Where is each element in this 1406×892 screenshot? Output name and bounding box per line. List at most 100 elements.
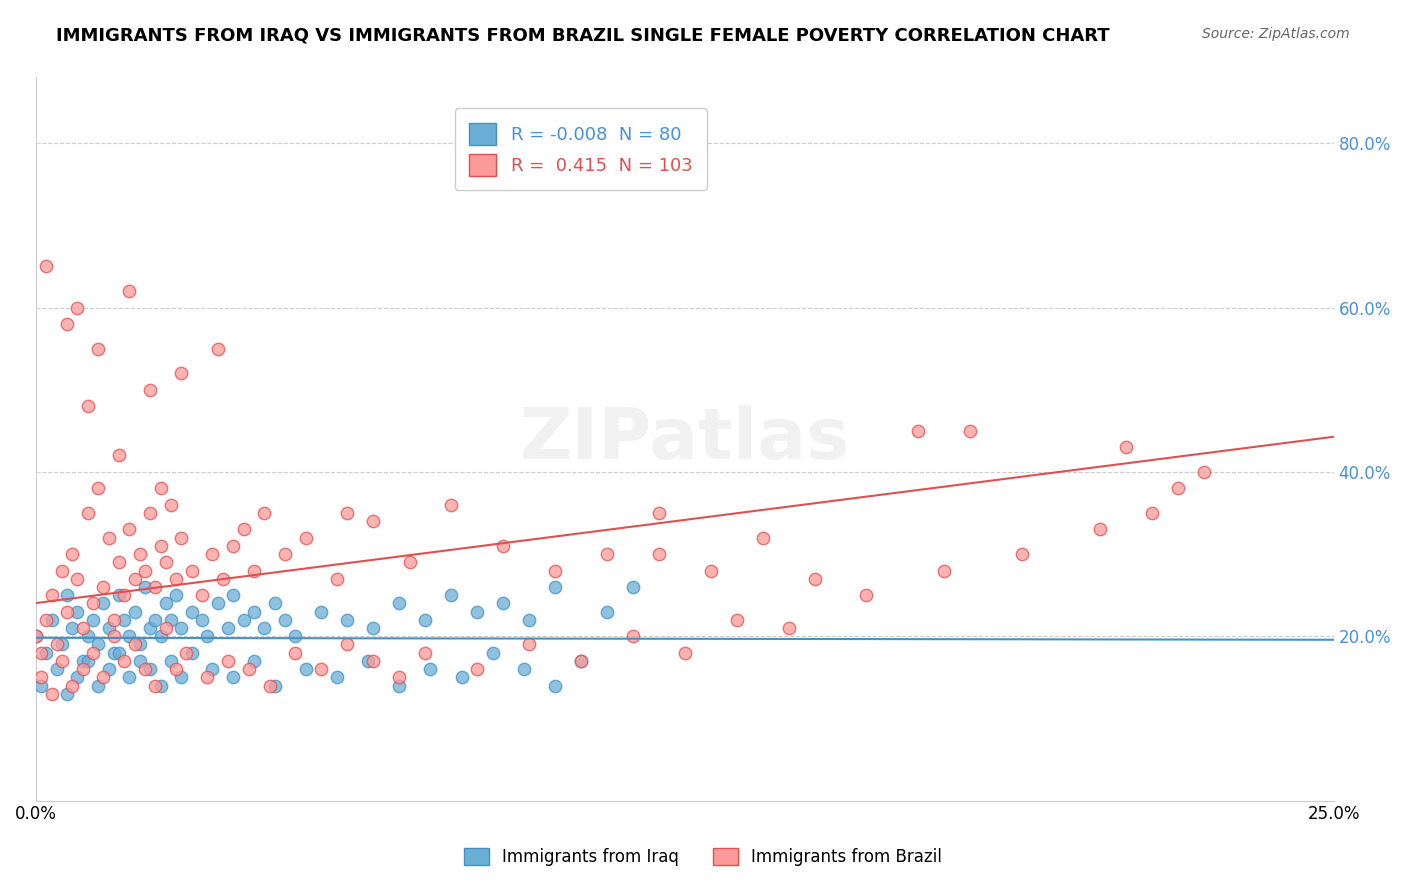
Immigrants from Iraq (253, 621, 276, 635)
Immigrants from Brazil (398, 555, 420, 569)
Immigrants from Iraq (56, 588, 79, 602)
Immigrants from Brazil (596, 547, 619, 561)
Immigrants from Brazil (1192, 465, 1215, 479)
Immigrants from Brazil (855, 588, 877, 602)
Immigrants from Brazil (336, 506, 359, 520)
Immigrants from Brazil (66, 572, 89, 586)
Immigrants from Brazil (30, 646, 52, 660)
Immigrants from Brazil (45, 638, 67, 652)
Immigrants from Brazil (60, 547, 83, 561)
Immigrants from Brazil (139, 506, 162, 520)
Immigrants from Brazil (93, 670, 115, 684)
Immigrants from Iraq (97, 621, 120, 635)
Immigrants from Iraq (45, 662, 67, 676)
Immigrants from Iraq (357, 654, 380, 668)
Immigrants from Iraq (66, 605, 89, 619)
Immigrants from Brazil (363, 654, 385, 668)
Immigrants from Iraq (97, 662, 120, 676)
Immigrants from Iraq (118, 629, 141, 643)
Immigrants from Brazil (222, 539, 245, 553)
Immigrants from Brazil (751, 531, 773, 545)
Legend: Immigrants from Iraq, Immigrants from Brazil: Immigrants from Iraq, Immigrants from Br… (456, 840, 950, 875)
Immigrants from Brazil (76, 506, 98, 520)
Immigrants from Brazil (170, 531, 193, 545)
Immigrants from Brazil (165, 572, 187, 586)
Immigrants from Iraq (155, 596, 177, 610)
Immigrants from Brazil (648, 506, 671, 520)
Immigrants from Brazil (155, 555, 177, 569)
Immigrants from Brazil (118, 523, 141, 537)
Immigrants from Brazil (238, 662, 260, 676)
Immigrants from Brazil (139, 383, 162, 397)
Immigrants from Brazil (128, 547, 150, 561)
Immigrants from Iraq (108, 646, 131, 660)
Immigrants from Brazil (465, 662, 488, 676)
Immigrants from Iraq (243, 605, 266, 619)
Immigrants from Brazil (195, 670, 218, 684)
Immigrants from Iraq (76, 654, 98, 668)
Immigrants from Iraq (222, 588, 245, 602)
Immigrants from Iraq (569, 654, 592, 668)
Immigrants from Brazil (60, 679, 83, 693)
Immigrants from Iraq (93, 596, 115, 610)
Immigrants from Iraq (82, 613, 104, 627)
Immigrants from Brazil (149, 481, 172, 495)
Text: IMMIGRANTS FROM IRAQ VS IMMIGRANTS FROM BRAZIL SINGLE FEMALE POVERTY CORRELATION: IMMIGRANTS FROM IRAQ VS IMMIGRANTS FROM … (56, 27, 1109, 45)
Immigrants from Iraq (124, 605, 146, 619)
Immigrants from Iraq (112, 613, 135, 627)
Immigrants from Iraq (66, 670, 89, 684)
Immigrants from Brazil (108, 449, 131, 463)
Immigrants from Brazil (112, 654, 135, 668)
Immigrants from Iraq (35, 646, 58, 660)
Immigrants from Iraq (492, 596, 515, 610)
Immigrants from Brazil (149, 539, 172, 553)
Immigrants from Iraq (165, 588, 187, 602)
Immigrants from Brazil (93, 580, 115, 594)
Immigrants from Iraq (336, 613, 359, 627)
Immigrants from Brazil (413, 646, 436, 660)
Immigrants from Brazil (201, 547, 224, 561)
Immigrants from Brazil (934, 564, 956, 578)
Immigrants from Brazil (76, 399, 98, 413)
Immigrants from Brazil (165, 662, 187, 676)
Immigrants from Brazil (25, 629, 48, 643)
Immigrants from Brazil (103, 629, 125, 643)
Immigrants from Iraq (201, 662, 224, 676)
Immigrants from Iraq (87, 638, 110, 652)
Immigrants from Brazil (191, 588, 214, 602)
Immigrants from Brazil (569, 654, 592, 668)
Immigrants from Brazil (87, 342, 110, 356)
Immigrants from Iraq (87, 679, 110, 693)
Immigrants from Iraq (413, 613, 436, 627)
Immigrants from Brazil (803, 572, 825, 586)
Immigrants from Iraq (180, 646, 202, 660)
Immigrants from Brazil (295, 531, 318, 545)
Immigrants from Brazil (326, 572, 349, 586)
Immigrants from Iraq (56, 687, 79, 701)
Immigrants from Brazil (143, 679, 166, 693)
Immigrants from Iraq (222, 670, 245, 684)
Immigrants from Brazil (87, 481, 110, 495)
Immigrants from Brazil (30, 670, 52, 684)
Immigrants from Iraq (149, 629, 172, 643)
Immigrants from Brazil (253, 506, 276, 520)
Immigrants from Iraq (191, 613, 214, 627)
Immigrants from Iraq (274, 613, 297, 627)
Immigrants from Iraq (263, 679, 285, 693)
Immigrants from Iraq (170, 621, 193, 635)
Immigrants from Iraq (72, 654, 94, 668)
Immigrants from Brazil (82, 646, 104, 660)
Immigrants from Brazil (51, 654, 73, 668)
Immigrants from Iraq (128, 638, 150, 652)
Immigrants from Brazil (1011, 547, 1033, 561)
Immigrants from Iraq (513, 662, 536, 676)
Immigrants from Iraq (311, 605, 333, 619)
Immigrants from Brazil (118, 284, 141, 298)
Immigrants from Brazil (103, 613, 125, 627)
Immigrants from Brazil (544, 564, 567, 578)
Immigrants from Iraq (118, 670, 141, 684)
Immigrants from Brazil (907, 424, 929, 438)
Immigrants from Brazil (336, 638, 359, 652)
Immigrants from Brazil (232, 523, 254, 537)
Immigrants from Brazil (1140, 506, 1163, 520)
